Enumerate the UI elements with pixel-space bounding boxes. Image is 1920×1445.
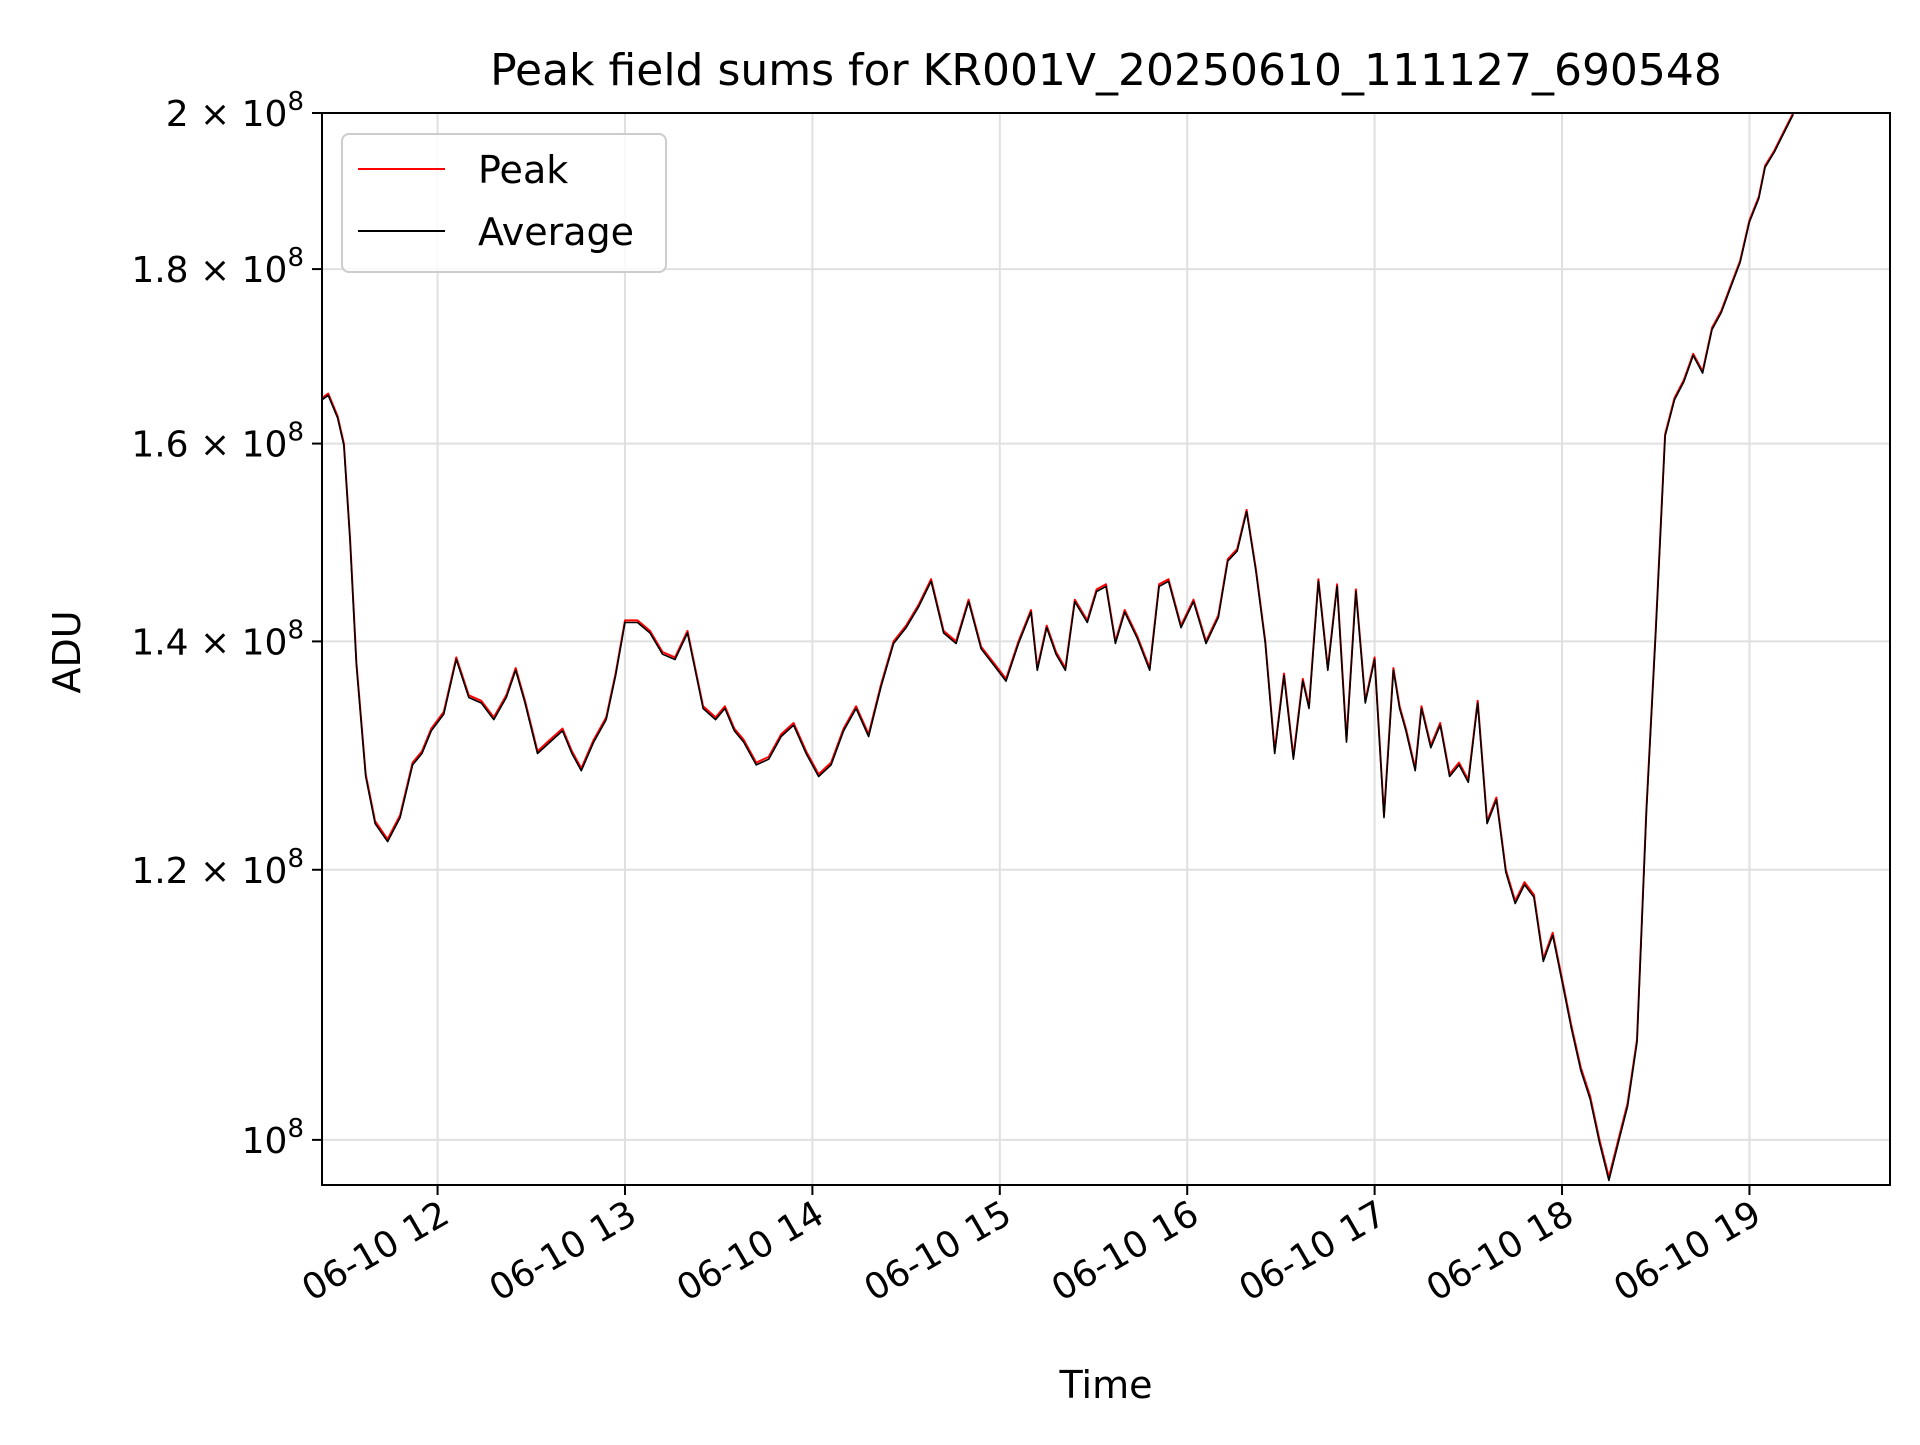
legend-label-average: Average: [478, 210, 634, 254]
y-tick-label: 1.4 × 108: [131, 615, 304, 663]
y-tick-label: 108: [242, 1114, 304, 1162]
y-axis-label: ADU: [45, 610, 89, 693]
y-tick-label: 2 × 108: [166, 87, 304, 135]
x-axis-label: Time: [1059, 1363, 1153, 1407]
legend-label-peak: Peak: [478, 148, 568, 192]
y-axis-ticks: 108 1.2 × 108 1.4 × 108 1.6 × 108 1.8 × 108 2…: [131, 87, 322, 1162]
plot-frame: [321, 112, 1891, 1186]
series-line-average: [321, 114, 1794, 1182]
chart-title: Peak field sums for KR001V_20250610_1111…: [490, 45, 1722, 96]
y-tick-label: 1.2 × 108: [131, 844, 304, 892]
y-tick-label: 1.6 × 108: [131, 418, 304, 466]
legend: Peak Average: [341, 133, 667, 273]
y-tick-label: 1.8 × 108: [131, 243, 304, 291]
series-lines: [321, 112, 1795, 1182]
